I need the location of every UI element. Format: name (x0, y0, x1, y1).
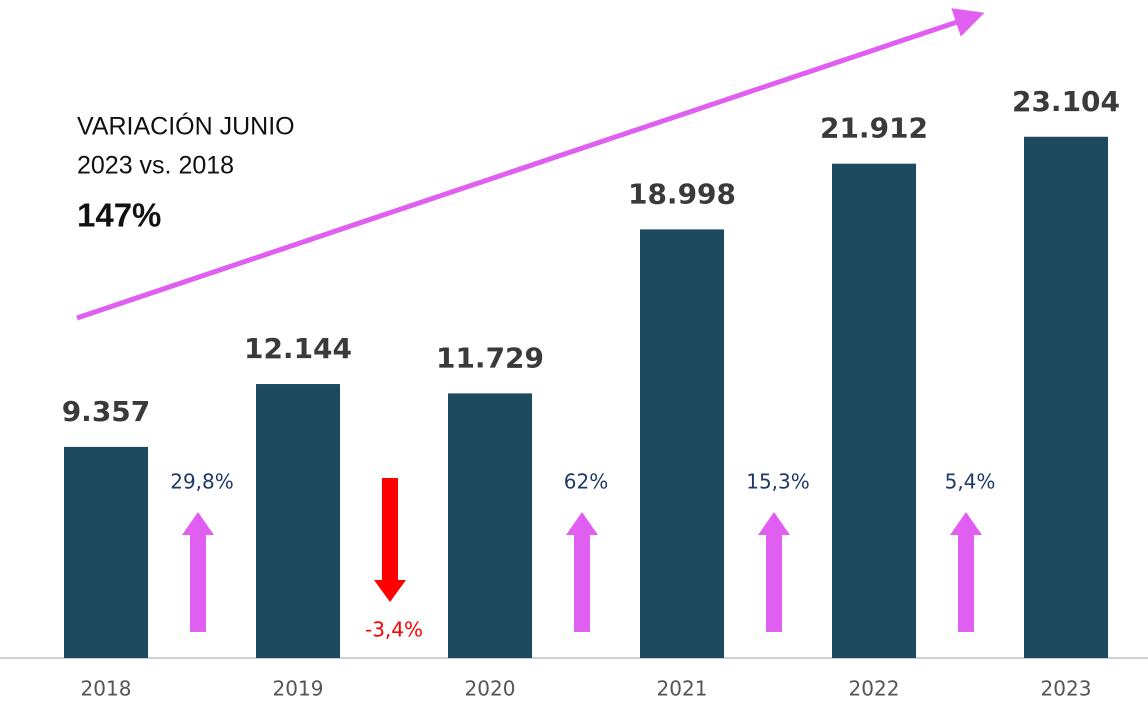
bar (64, 446, 148, 658)
x-tick-label: 2023 (1041, 677, 1092, 701)
change-arrow (374, 478, 406, 602)
change-label: 29,8% (170, 470, 234, 494)
value-label: 12.144 (244, 332, 352, 365)
change-label: 5,4% (945, 470, 996, 494)
bar (640, 229, 724, 658)
bar (1024, 136, 1108, 659)
value-label: 23.104 (1012, 85, 1120, 118)
annotation-line: 2023 vs. 2018 (77, 152, 234, 180)
change-arrow (182, 512, 214, 632)
x-tick-label: 2020 (465, 677, 516, 701)
change-arrow (758, 512, 790, 632)
trend-arrow (76, 8, 985, 321)
x-tick-label: 2018 (81, 677, 132, 701)
value-label: 18.998 (628, 177, 736, 210)
x-tick-label: 2021 (657, 677, 708, 701)
change-label: -3,4% (365, 618, 423, 642)
x-tick-label: 2022 (849, 677, 900, 701)
change-label: 62% (564, 470, 608, 494)
bar (448, 393, 532, 658)
change-label: 15,3% (746, 470, 810, 494)
change-arrow (566, 512, 598, 632)
value-label: 11.729 (436, 341, 544, 374)
x-tick-label: 2019 (273, 677, 324, 701)
bar (832, 163, 916, 658)
value-label: 9.357 (62, 395, 151, 428)
value-label: 21.912 (820, 112, 928, 145)
annotation-line: VARIACIÓN JUNIO (77, 112, 295, 141)
change-arrow (950, 512, 982, 632)
bar (256, 384, 340, 658)
annotation-value: 147% (77, 197, 161, 234)
